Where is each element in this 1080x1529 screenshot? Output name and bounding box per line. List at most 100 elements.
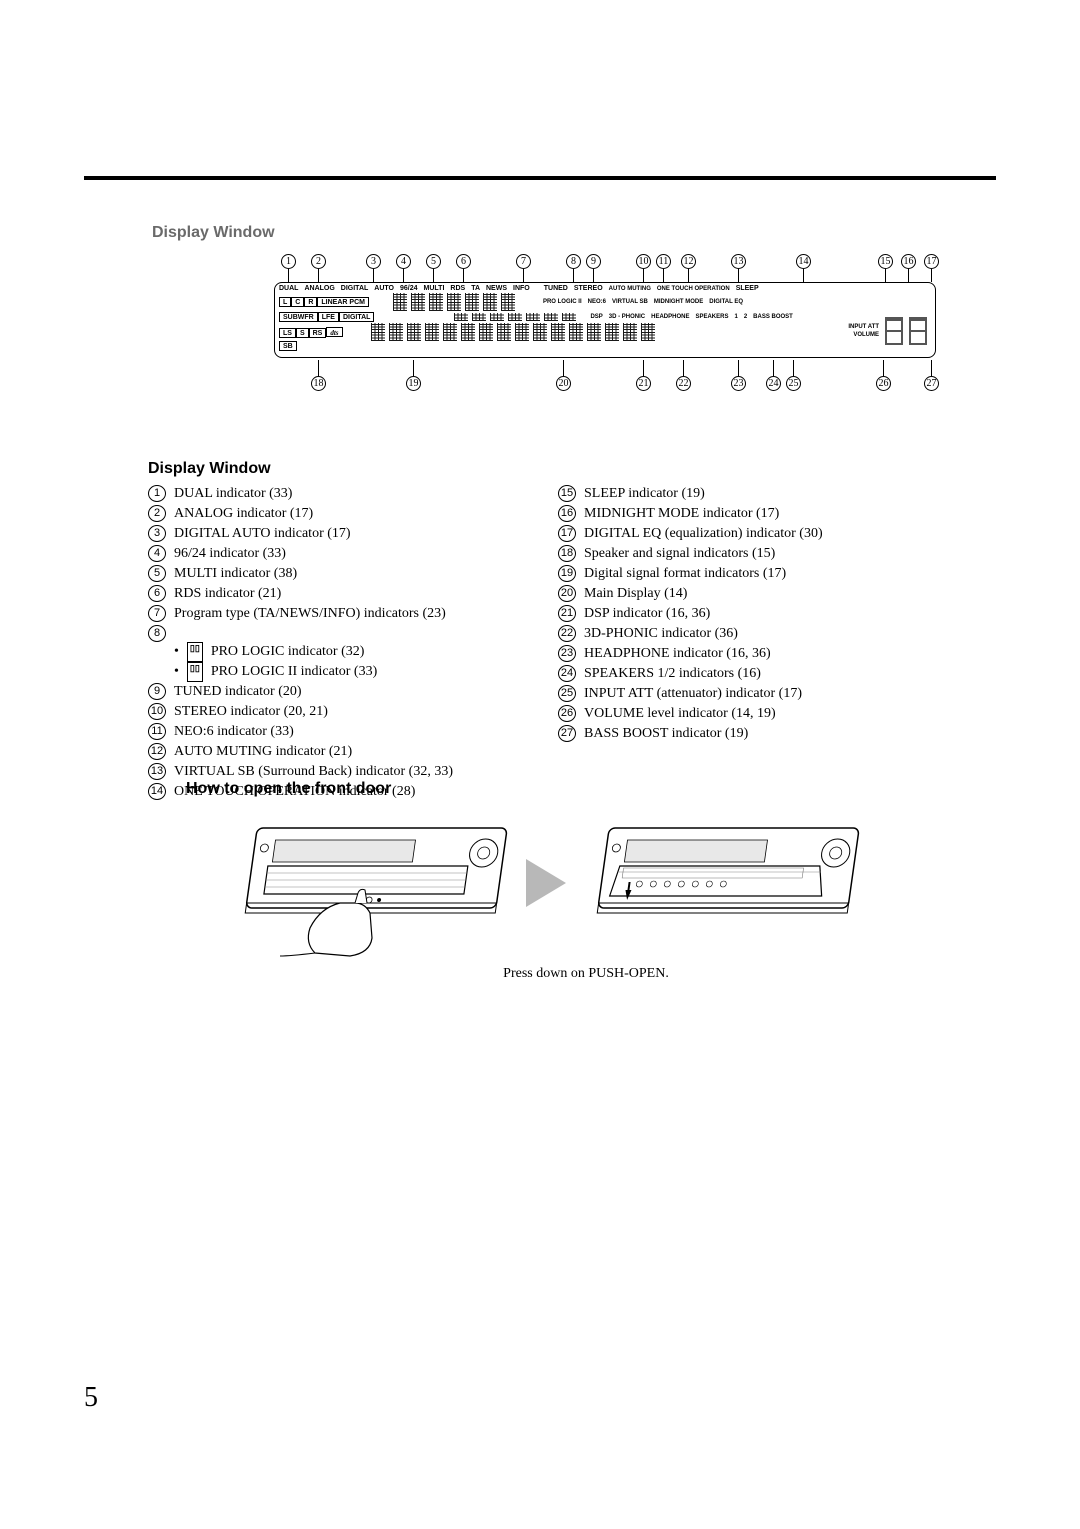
list-item-number: 13 [148, 763, 166, 780]
list-item: 26VOLUME level indicator (14, 19) [558, 704, 940, 724]
panel-row-2: LCRLINEAR PCM PRO LOGIC IINEO:6VIRTUAL S… [279, 293, 931, 311]
list-item: 18Speaker and signal indicators (15) [558, 544, 940, 564]
receiver-open-svg [572, 808, 872, 958]
volume-block: INPUT ATT VOLUME [848, 317, 927, 345]
callout-circle: 7 [516, 254, 531, 269]
horizontal-rule [84, 176, 996, 180]
list-item-number: 16 [558, 505, 576, 522]
list-item: 6 RDS indicator (21) [148, 584, 530, 604]
list-item-text: Main Display (14) [584, 584, 940, 604]
list-item-number: 14 [148, 783, 166, 800]
list-item-text: ANALOG indicator (17) [174, 504, 530, 524]
callout-circle: 2 [311, 254, 326, 269]
list-item-number: 17 [558, 525, 576, 542]
callout-circle: 26 [876, 376, 891, 391]
panel-label: SLEEP [736, 285, 759, 292]
list-item-text: RDS indicator (21) [174, 584, 530, 604]
illustration-caption: Press down on PUSH-OPEN. [186, 966, 906, 982]
list-item-number: 12 [148, 743, 166, 760]
arrow-icon [526, 859, 566, 907]
list-item-number: 22 [558, 625, 576, 642]
panel-label: MULTI [424, 285, 445, 292]
list-item-number: 6 [148, 585, 166, 602]
panel-label: 96/24 [400, 285, 418, 292]
list-item-text: BASS BOOST indicator (19) [584, 724, 940, 744]
panel-label: DIGITAL EQ [709, 299, 743, 305]
list-item: 3DIGITAL AUTO indicator (17) [148, 524, 530, 544]
list-sub-item: •▯▯PRO LOGIC II indicator (33) [148, 662, 530, 682]
callout-leader [413, 360, 414, 376]
list-item-text: INPUT ATT (attenuator) indicator (17) [584, 684, 940, 704]
panel-row-3: SUBWFRLFEDIGITAL DSP3D - PHONICHEADPHONE… [279, 312, 931, 322]
illustration-title: How to open the front door [186, 780, 906, 798]
callout-circle: 13 [731, 254, 746, 269]
list-item-number: 3 [148, 525, 166, 542]
callout-leader [288, 269, 289, 282]
callout-leader [663, 269, 664, 282]
list-item: 8 [148, 624, 530, 642]
callout-leader [908, 269, 909, 282]
callout-leader [523, 269, 524, 282]
list-item-number: 19 [558, 565, 576, 582]
list-item: 15SLEEP indicator (19) [558, 484, 940, 504]
list-item-number: 26 [558, 705, 576, 722]
callout-leader [931, 360, 932, 376]
callout-circle: 6 [456, 254, 471, 269]
callout-leader [885, 269, 886, 282]
panel-label: 2 [744, 314, 747, 320]
callout-circle: 23 [731, 376, 746, 391]
panel-label: DIGITAL [341, 285, 368, 292]
callout-circle: 3 [366, 254, 381, 269]
panel-box: dts [326, 327, 342, 337]
list-item-number: 23 [558, 645, 576, 662]
display-window-diagram: Display Window 1234567891011121314151617… [148, 224, 940, 394]
panel-box: SB [279, 341, 297, 351]
callout-circle: 8 [566, 254, 581, 269]
panel-label: PRO LOGIC II [543, 299, 582, 305]
list-item-number: 2 [148, 505, 166, 522]
callout-circle: 11 [656, 254, 671, 269]
panel-label: NEWS [486, 285, 507, 292]
panel-label: ANALOG [304, 285, 334, 292]
callout-leader [738, 269, 739, 282]
list-item-text: DIGITAL EQ (equalization) indicator (30) [584, 524, 940, 544]
input-att-label: INPUT ATT [848, 323, 879, 331]
display-panel: DUALANALOGDIGITALAUTO96/24MULTIRDSTANEWS… [274, 282, 936, 358]
list-item: 25INPUT ATT (attenuator) indicator (17) [558, 684, 940, 704]
panel-label: INFO [513, 285, 530, 292]
callout-leader [403, 269, 404, 282]
front-door-illustration: How to open the front door [186, 780, 906, 1040]
list-item-text: Program type (TA/NEWS/INFO) indicators (… [174, 604, 530, 624]
indicator-list: Display Window 1DUAL indicator (33)2ANAL… [148, 460, 940, 802]
list-item-number: 8 [148, 625, 166, 642]
list-item-text: TUNED indicator (20) [174, 682, 530, 702]
list-item: 21DSP indicator (16, 36) [558, 604, 940, 624]
list-item-text: SLEEP indicator (19) [584, 484, 940, 504]
callout-leader [318, 269, 319, 282]
panel-box: RS [309, 328, 327, 338]
panel-box: R [304, 297, 317, 307]
list-item-text: STEREO indicator (20, 21) [174, 702, 530, 722]
callout-circle: 27 [924, 376, 939, 391]
panel-label: RDS [450, 285, 465, 292]
list-item: 27BASS BOOST indicator (19) [558, 724, 940, 744]
callout-leader [593, 269, 594, 282]
panel-label: TUNED [544, 285, 568, 292]
callout-leader [688, 269, 689, 282]
panel-label: ONE TOUCH OPERATION [657, 286, 730, 292]
list-item-number: 20 [558, 585, 576, 602]
callout-leader [563, 360, 564, 376]
list-item-text: SPEAKERS 1/2 indicators (16) [584, 664, 940, 684]
callout-circle: 20 [556, 376, 571, 391]
panel-top-row: DUALANALOGDIGITALAUTO96/24MULTIRDSTANEWS… [279, 285, 931, 292]
panel-label: SPEAKERS [695, 314, 728, 320]
list-item-text: 3D-PHONIC indicator (36) [584, 624, 940, 644]
list-item: 16MIDNIGHT MODE indicator (17) [558, 504, 940, 524]
list-item: 20 Main Display (14) [558, 584, 940, 604]
callout-leader [643, 269, 644, 282]
list-item: 19Digital signal format indicators (17) [558, 564, 940, 584]
list-sub-item: •▯▯PRO LOGIC indicator (32) [148, 642, 530, 662]
callout-leader [373, 269, 374, 282]
callout-circle: 22 [676, 376, 691, 391]
list-item-number: 4 [148, 545, 166, 562]
